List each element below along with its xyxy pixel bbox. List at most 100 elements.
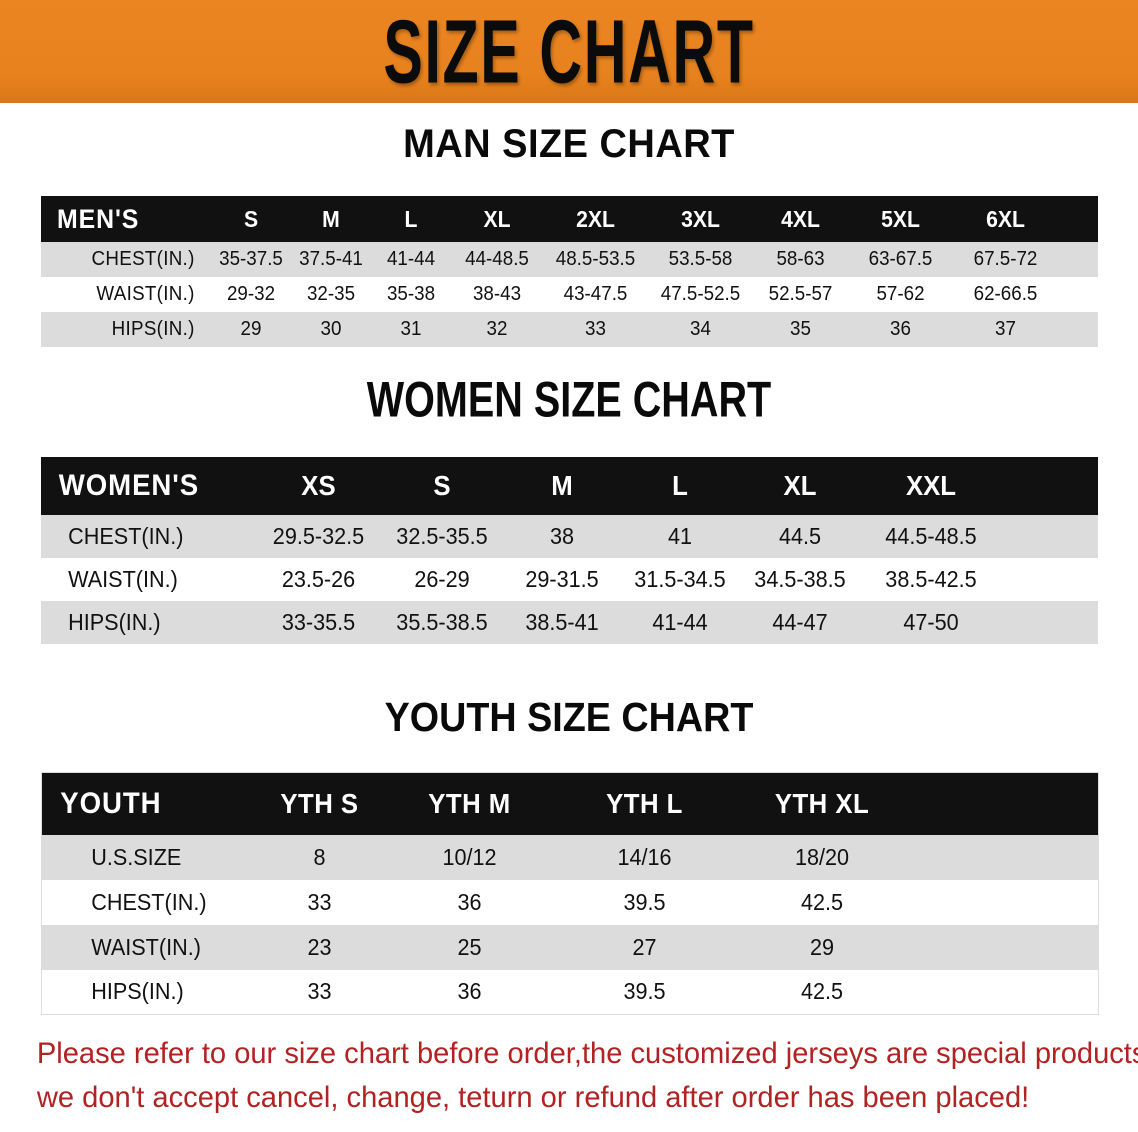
- women-size-col-5: XXL: [905, 470, 957, 501]
- youth-spacer-col: [919, 773, 1091, 835]
- women-cell-2-1: 35.5-38.5: [396, 609, 488, 635]
- women-cell-0-3: 41: [667, 523, 693, 549]
- youth-cell-3-0: 33: [306, 978, 332, 1005]
- youth-rowhead-label: YOUTH: [59, 786, 161, 820]
- man-cell-2-4: 33: [585, 318, 606, 340]
- youth-row-label-3: HIPS(IN.): [90, 978, 184, 1005]
- youth-row-label-1: CHEST(IN.): [90, 888, 207, 915]
- table-row: HIPS(IN.) 33-35.5 35.5-38.5 38.5-41 41-4…: [41, 601, 1098, 644]
- youth-section-title: YOUTH SIZE CHART: [384, 694, 754, 740]
- man-size-col-8: 6XL: [986, 205, 1025, 232]
- women-row-label-2: HIPS(IN.): [68, 609, 161, 635]
- man-cell-0-6: 58-63: [776, 248, 825, 270]
- youth-cell-3-3: 42.5: [800, 978, 843, 1005]
- women-size-col-0: XS: [301, 470, 336, 501]
- man-cell-2-0: 29: [240, 318, 262, 340]
- table-row: CHEST(IN.) 33 36 39.5 42.5: [41, 879, 1099, 925]
- man-cell-1-8: 62-66.5: [973, 283, 1038, 305]
- youth-cell-3-1: 36: [456, 978, 482, 1005]
- youth-table-header-row: YOUTH YTH S YTH M YTH L YTH XL: [41, 772, 1099, 835]
- women-cell-2-3: 41-44: [652, 609, 708, 635]
- youth-cell-2-1: 25: [456, 933, 482, 960]
- women-cell-1-0: 23.5-26: [281, 566, 356, 592]
- man-cell-1-2: 35-38: [386, 283, 436, 305]
- table-row: WAIST(IN.) 29-32 32-35 35-38 38-43 43-47…: [41, 277, 1098, 312]
- youth-cell-1-2: 39.5: [622, 888, 666, 915]
- man-cell-1-4: 43-47.5: [563, 283, 628, 305]
- table-row: HIPS(IN.) 29 30 31 32 33 34 35 36 37: [41, 312, 1098, 347]
- man-cell-2-2: 31: [400, 318, 422, 340]
- man-cell-2-8: 37: [995, 318, 1016, 340]
- women-size-col-2: M: [551, 470, 573, 501]
- youth-cell-3-2: 39.5: [622, 978, 666, 1005]
- women-cell-2-0: 33-35.5: [281, 609, 356, 635]
- women-size-col-4: XL: [783, 470, 817, 501]
- women-cell-1-3: 31.5-34.5: [634, 566, 726, 592]
- women-row-label-1: WAIST(IN.): [68, 566, 178, 592]
- table-row: U.S.SIZE 8 10/12 14/16 18/20: [41, 834, 1099, 880]
- women-cell-2-2: 38.5-41: [525, 609, 599, 635]
- man-cell-2-3: 32: [486, 318, 508, 340]
- note-line-2: we don't accept cancel, change, teturn o…: [36, 1081, 1030, 1114]
- women-rowhead-label: WOMEN'S: [58, 469, 200, 502]
- youth-row-label-2: WAIST(IN.): [90, 933, 201, 960]
- man-table-header-row: MEN'S S M L XL 2XL 3XL 4XL 5XL 6XL: [41, 196, 1098, 242]
- man-spacer-cell: [1059, 312, 1097, 347]
- man-cell-1-3: 38-43: [472, 283, 522, 305]
- youth-cell-0-0: 8: [312, 843, 326, 870]
- man-cell-1-5: 47.5-52.5: [660, 283, 741, 305]
- man-cell-0-7: 63-67.5: [868, 248, 933, 270]
- youth-cell-2-0: 23: [306, 933, 332, 960]
- man-row-label-0: CHEST(IN.): [91, 248, 195, 270]
- man-row-label-2: HIPS(IN.): [111, 318, 195, 340]
- women-cell-0-2: 38: [549, 523, 575, 549]
- man-spacer-cell: [1059, 242, 1097, 277]
- man-cell-0-8: 67.5-72: [973, 248, 1038, 270]
- man-cell-0-5: 53.5-58: [668, 248, 733, 270]
- man-cell-2-1: 30: [320, 318, 342, 340]
- youth-cell-1-0: 33: [306, 888, 332, 915]
- women-spacer-col: [1005, 457, 1094, 515]
- women-size-col-3: L: [672, 470, 688, 501]
- youth-spacer-cell: [917, 970, 1093, 1015]
- women-cell-1-2: 29-31.5: [525, 566, 599, 592]
- man-cell-2-5: 34: [690, 318, 711, 340]
- youth-spacer-cell: [917, 880, 1093, 925]
- man-size-col-1: M: [322, 205, 340, 232]
- women-row-label-0: CHEST(IN.): [68, 523, 184, 549]
- man-cell-1-7: 57-62: [876, 283, 925, 305]
- youth-cell-0-1: 10/12: [441, 843, 497, 870]
- women-table-header-row: WOMEN'S XS S M L XL XXL: [41, 457, 1098, 515]
- man-cell-2-7: 36: [890, 318, 911, 340]
- man-cell-0-4: 48.5-53.5: [555, 248, 636, 270]
- women-size-table: WOMEN'S XS S M L XL XXL CHEST(IN.) 29.5-…: [41, 457, 1098, 644]
- banner-title: SIZE CHART: [383, 0, 755, 102]
- youth-size-col-0: YTH S: [279, 787, 359, 819]
- youth-size-col-1: YTH M: [427, 787, 511, 819]
- women-spacer-cell: [1004, 601, 1095, 644]
- women-cell-2-4: 44-47: [772, 609, 828, 635]
- table-row: CHEST(IN.) 29.5-32.5 32.5-35.5 38 41 44.…: [41, 515, 1098, 558]
- man-cell-1-6: 52.5-57: [768, 283, 833, 305]
- women-cell-0-5: 44.5-48.5: [885, 523, 977, 549]
- man-spacer-col: [1060, 196, 1097, 242]
- women-cell-1-4: 34.5-38.5: [754, 566, 846, 592]
- man-cell-0-2: 41-44: [386, 248, 436, 270]
- youth-size-col-2: YTH L: [605, 787, 683, 819]
- man-section-title: MAN SIZE CHART: [403, 122, 735, 166]
- man-cell-1-1: 32-35: [306, 283, 356, 305]
- man-cell-0-3: 44-48.5: [465, 248, 529, 270]
- youth-cell-2-3: 29: [809, 933, 834, 960]
- women-spacer-cell: [1004, 558, 1095, 601]
- youth-size-col-3: YTH XL: [774, 787, 869, 819]
- table-row: CHEST(IN.) 35-37.5 37.5-41 41-44 44-48.5…: [41, 242, 1098, 277]
- women-cell-2-5: 47-50: [903, 609, 959, 635]
- man-size-col-0: S: [243, 205, 259, 232]
- man-cell-1-0: 29-32: [226, 283, 276, 305]
- man-size-table: MEN'S S M L XL 2XL 3XL 4XL 5XL 6XL CHEST…: [41, 196, 1098, 347]
- youth-cell-1-1: 36: [456, 888, 482, 915]
- women-size-col-1: S: [433, 470, 451, 501]
- youth-spacer-cell: [917, 835, 1093, 880]
- man-size-col-4: 2XL: [576, 205, 615, 232]
